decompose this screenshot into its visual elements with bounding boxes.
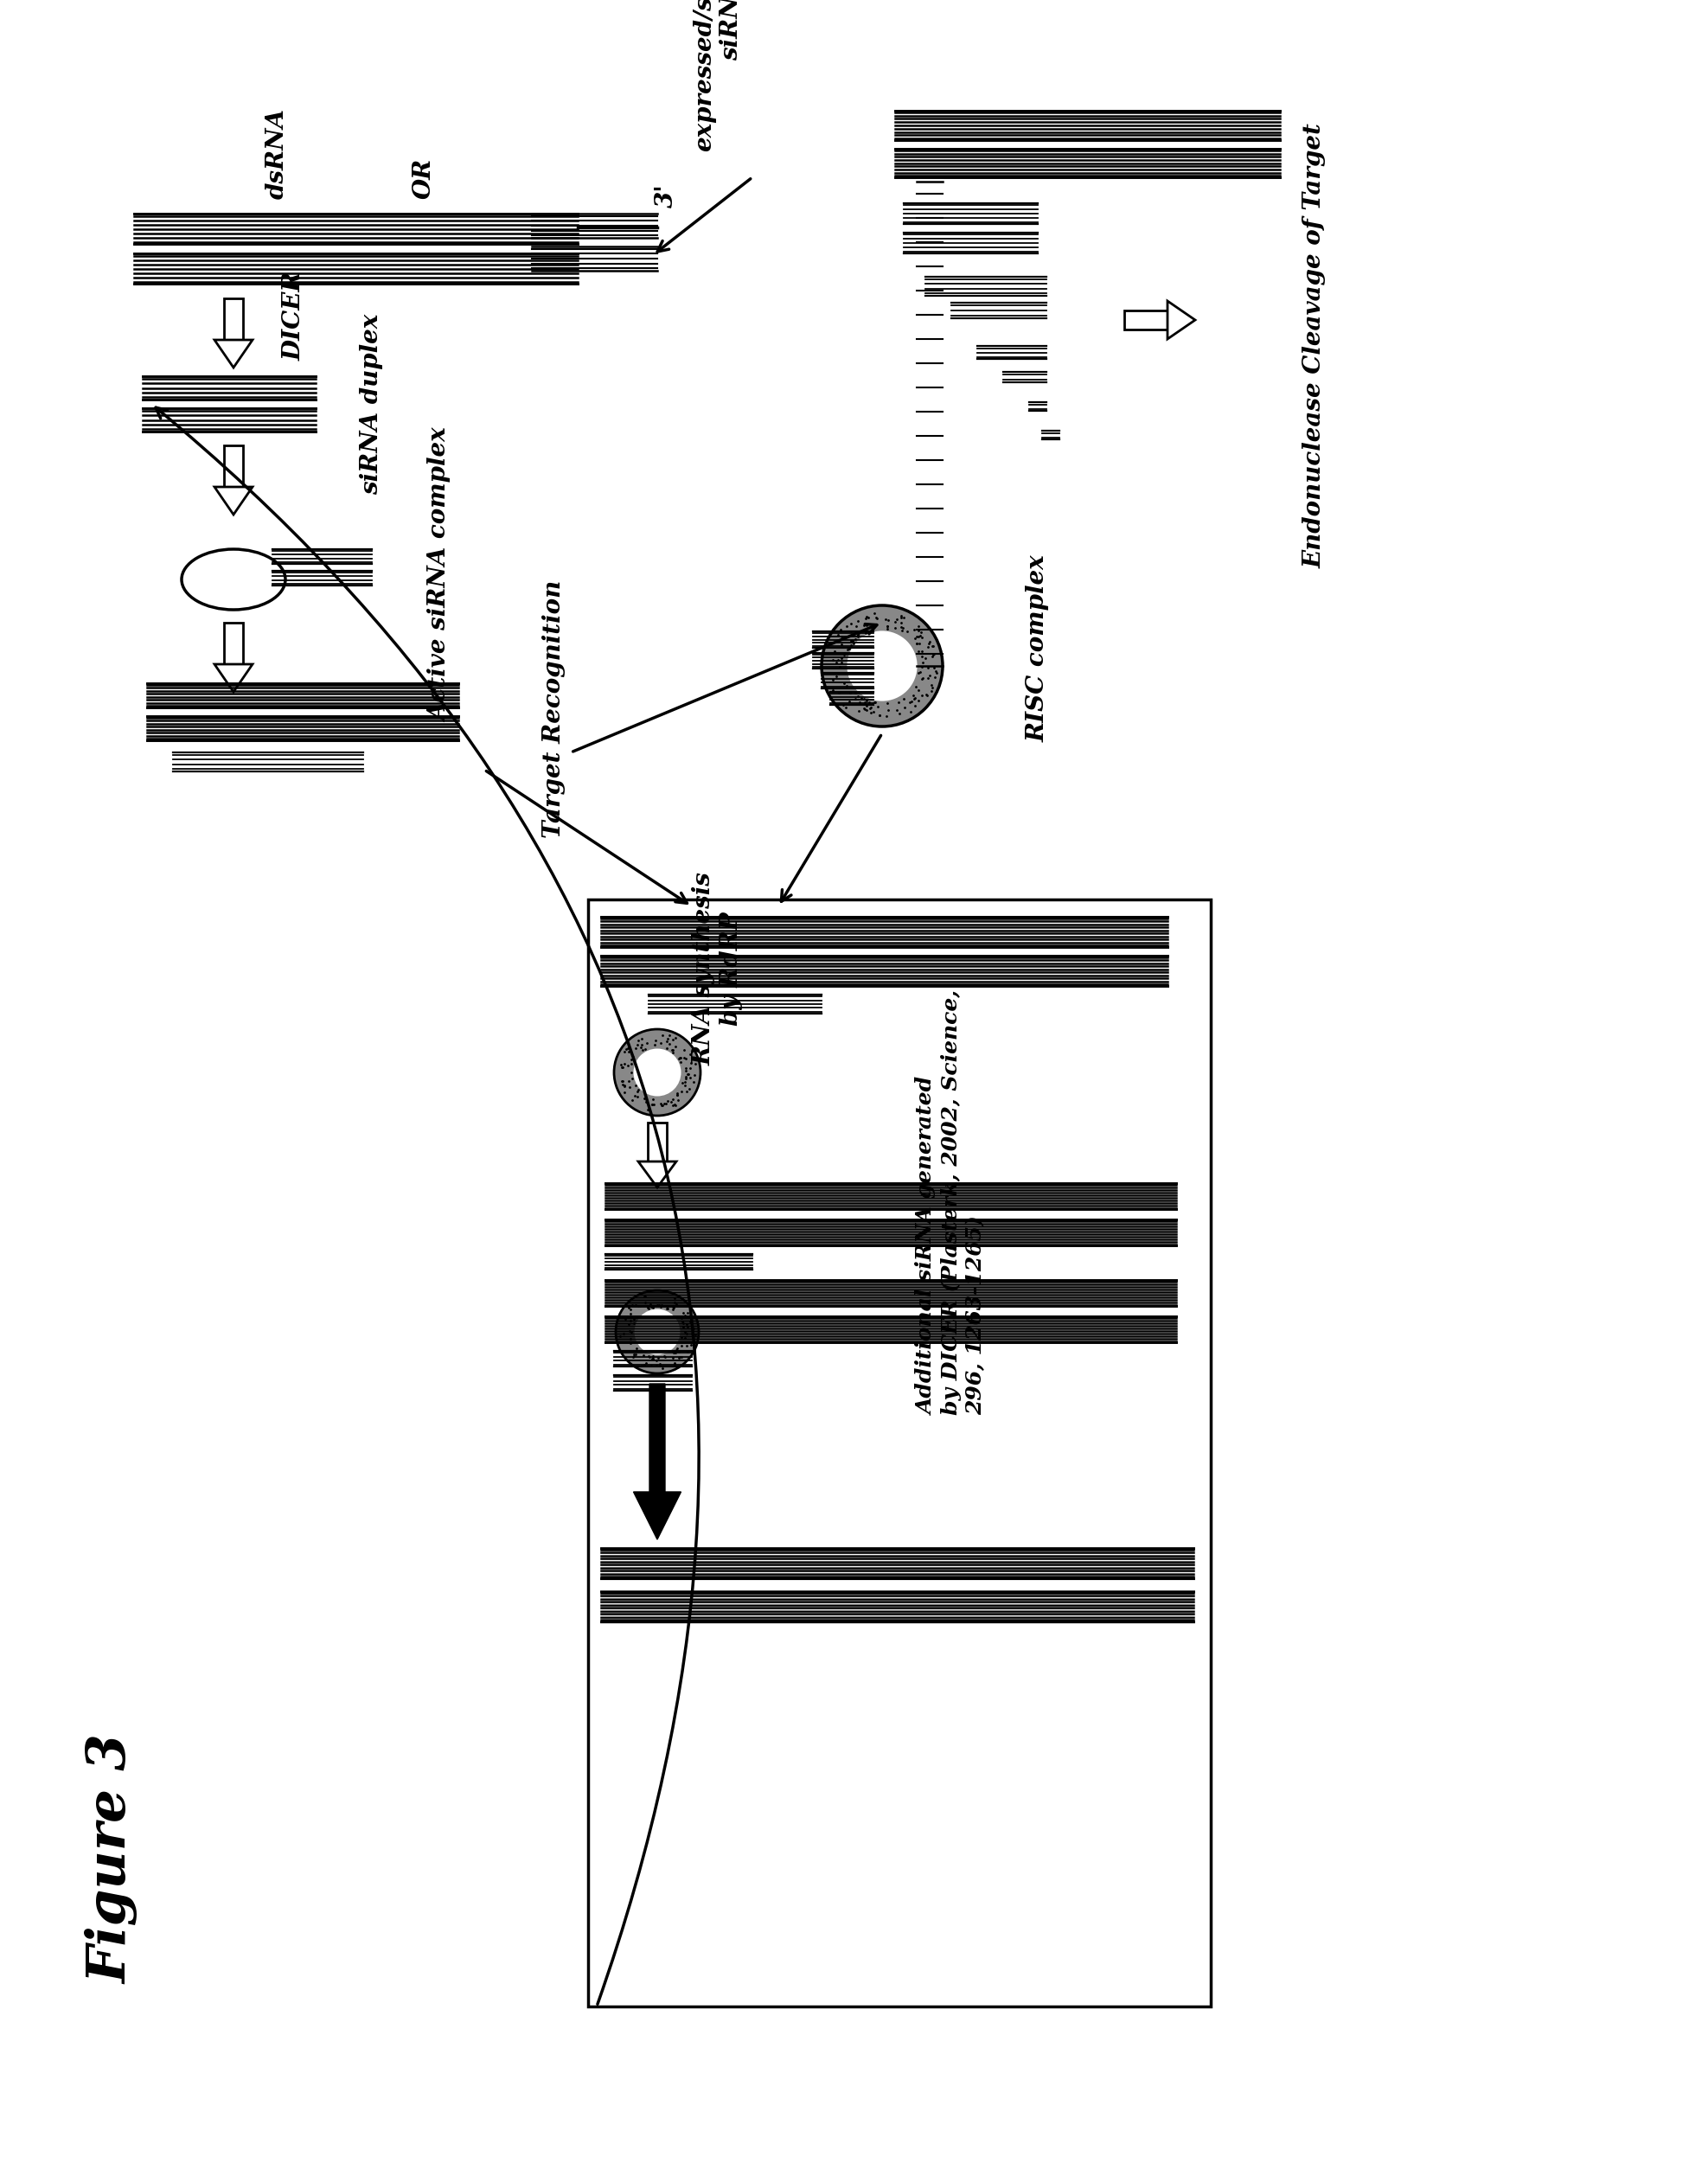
Circle shape bbox=[617, 1291, 699, 1374]
Circle shape bbox=[822, 606, 943, 727]
Polygon shape bbox=[1168, 301, 1196, 340]
Bar bbox=[588, 900, 1211, 2007]
Polygon shape bbox=[215, 487, 253, 515]
Text: 3': 3' bbox=[654, 184, 678, 208]
Bar bbox=[1124, 311, 1168, 329]
Bar bbox=[647, 1123, 666, 1162]
Text: Endonuclease Cleavage of Target: Endonuclease Cleavage of Target bbox=[1303, 123, 1325, 569]
Polygon shape bbox=[215, 340, 253, 368]
Text: dsRNA: dsRNA bbox=[265, 108, 289, 199]
Bar bbox=[224, 623, 243, 664]
Circle shape bbox=[634, 1049, 681, 1097]
Bar bbox=[224, 446, 243, 487]
Text: siRNA duplex: siRNA duplex bbox=[360, 314, 384, 495]
Text: RNA synthesis
by RdRP: RNA synthesis by RdRP bbox=[693, 872, 743, 1066]
Polygon shape bbox=[215, 664, 253, 692]
Text: Figure 3: Figure 3 bbox=[85, 1735, 138, 1983]
Bar bbox=[224, 298, 243, 340]
Text: RISC complex: RISC complex bbox=[1027, 556, 1049, 742]
Text: OR: OR bbox=[412, 158, 436, 199]
Text: DICER: DICER bbox=[282, 270, 306, 361]
Ellipse shape bbox=[181, 549, 285, 610]
Polygon shape bbox=[634, 1384, 681, 1540]
Text: Active siRNA complex: Active siRNA complex bbox=[429, 428, 453, 722]
FancyArrowPatch shape bbox=[155, 407, 699, 2005]
Circle shape bbox=[613, 1030, 700, 1116]
Text: Target Recognition: Target Recognition bbox=[541, 580, 565, 837]
Circle shape bbox=[634, 1309, 680, 1354]
Polygon shape bbox=[639, 1162, 676, 1187]
Text: expressed/synthetic
siRNA: expressed/synthetic siRNA bbox=[693, 0, 743, 151]
Circle shape bbox=[847, 632, 917, 701]
Text: Additional siRNA generated
by DICER (Plasterk, 2002, Science,
296, 1263-1265): Additional siRNA generated by DICER (Pla… bbox=[917, 988, 986, 1415]
